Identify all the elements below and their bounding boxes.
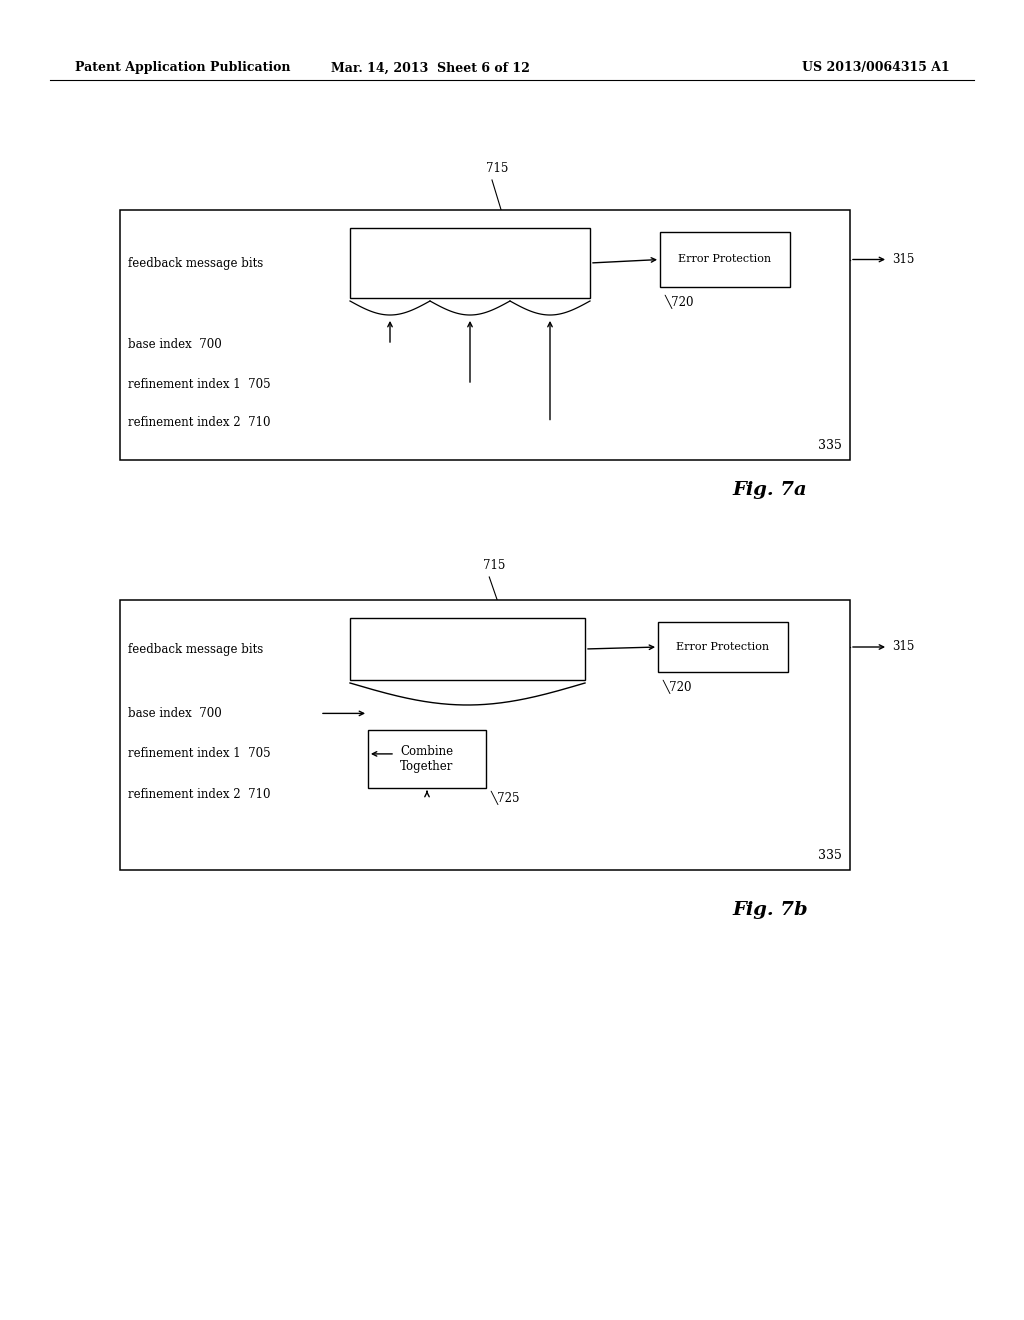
Text: 715: 715 (485, 162, 508, 176)
Bar (658, 622, 788, 672)
Text: 315: 315 (892, 253, 914, 267)
Text: 315: 315 (892, 640, 914, 653)
Text: 335: 335 (818, 440, 842, 451)
Bar (350, 618, 585, 680)
Text: feedback message bits: feedback message bits (128, 256, 263, 269)
Text: base index  700: base index 700 (128, 708, 222, 719)
Text: Fig. 7b: Fig. 7b (732, 902, 808, 919)
Text: refinement index 2  710: refinement index 2 710 (128, 416, 270, 429)
Text: 715: 715 (483, 558, 506, 572)
Text: Mar. 14, 2013  Sheet 6 of 12: Mar. 14, 2013 Sheet 6 of 12 (331, 62, 529, 74)
Text: refinement index 1  705: refinement index 1 705 (128, 747, 270, 760)
Text: ╲720: ╲720 (665, 294, 694, 309)
Bar (120, 210, 850, 459)
Text: Combine
Together: Combine Together (400, 744, 454, 774)
Text: Fig. 7a: Fig. 7a (733, 480, 807, 499)
Text: base index  700: base index 700 (128, 338, 222, 351)
Bar (660, 232, 790, 286)
Text: refinement index 1  705: refinement index 1 705 (128, 379, 270, 392)
Bar (350, 228, 590, 298)
Text: Error Protection: Error Protection (679, 255, 771, 264)
Bar (120, 601, 850, 870)
Text: refinement index 2  710: refinement index 2 710 (128, 788, 270, 801)
Text: ╲720: ╲720 (663, 680, 692, 694)
Text: 335: 335 (818, 849, 842, 862)
Text: Error Protection: Error Protection (677, 642, 770, 652)
Text: Patent Application Publication: Patent Application Publication (75, 62, 291, 74)
Text: ╲725: ╲725 (490, 791, 520, 805)
Text: US 2013/0064315 A1: US 2013/0064315 A1 (802, 62, 950, 74)
Bar (368, 730, 486, 788)
Text: feedback message bits: feedback message bits (128, 643, 263, 656)
